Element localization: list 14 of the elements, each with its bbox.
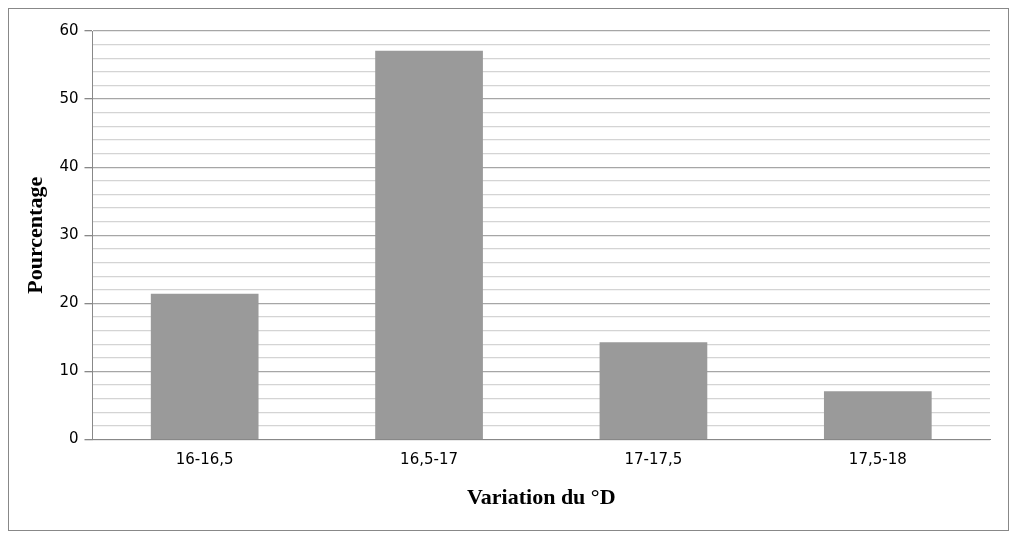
x-axis-title: Variation du °D	[466, 484, 616, 510]
y-axis-title: Pourcentage	[21, 176, 47, 294]
y-tick-label: 30	[59, 225, 79, 244]
y-tick-label: 0	[68, 429, 79, 448]
x-tick-label: 16,5-17	[400, 450, 459, 469]
y-tick-label: 10	[59, 361, 79, 380]
x-tick-label: 17,5-18	[848, 450, 907, 469]
y-tick-label: 60	[59, 20, 79, 39]
bar	[823, 391, 932, 439]
y-tick-label: 50	[59, 88, 79, 107]
y-tick-label: 40	[59, 157, 79, 176]
y-tick-label: 20	[59, 293, 79, 312]
x-tick-label: 17-17,5	[624, 450, 683, 469]
x-tick-label: 16-16,5	[175, 450, 234, 469]
